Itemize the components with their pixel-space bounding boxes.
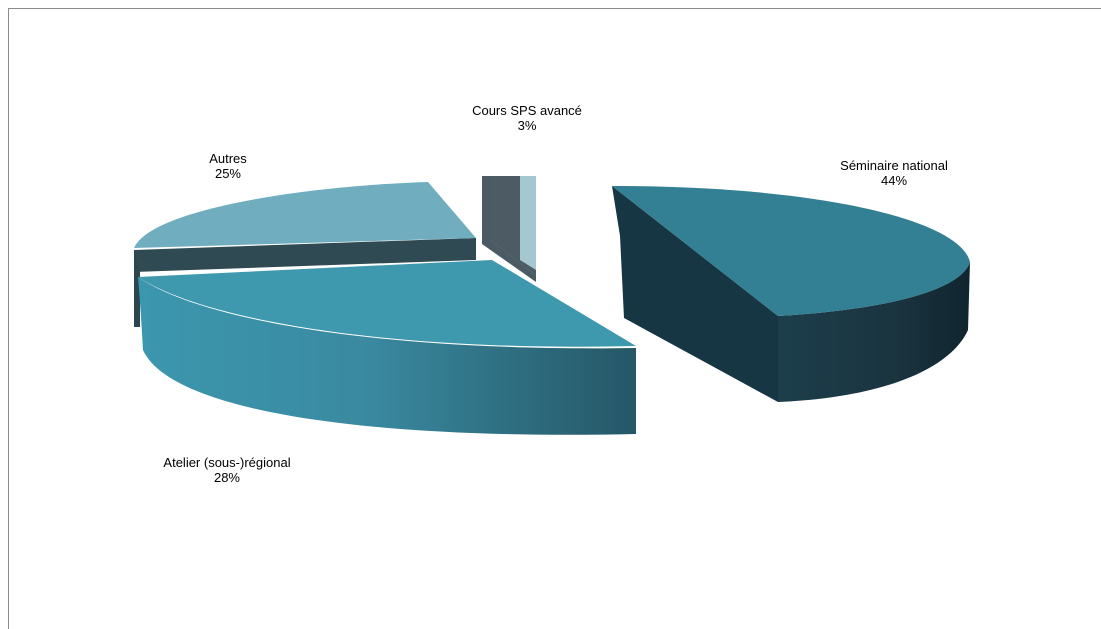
label-seminaire: Séminaire national 44% <box>840 158 948 188</box>
label-seminaire-percent: 44% <box>880 173 908 188</box>
label-atelier-name: Atelier (sous-)régional <box>163 455 291 470</box>
chart-border <box>8 8 1101 629</box>
slice-seminaire[interactable] <box>612 186 970 316</box>
label-autres-name: Autres <box>209 151 247 166</box>
label-cours-sps: Cours SPS avancé 3% <box>472 103 582 133</box>
slice-cours-sps[interactable] <box>482 176 536 282</box>
label-autres-percent: 25% <box>214 166 242 181</box>
slice-autres-sides <box>134 238 476 327</box>
label-cours-sps-percent: 3% <box>517 118 537 133</box>
slice-autres[interactable] <box>134 182 476 248</box>
label-atelier: Atelier (sous-)régional 28% <box>163 455 290 485</box>
label-cours-sps-name: Cours SPS avancé <box>472 103 582 118</box>
label-seminaire-name: Séminaire national <box>840 158 948 173</box>
slice-seminaire-inner-side <box>612 186 778 402</box>
slice-atelier-side <box>138 277 636 435</box>
slice-seminaire-side <box>778 262 970 402</box>
label-atelier-percent: 28% <box>213 470 241 485</box>
slice-atelier[interactable] <box>138 260 636 347</box>
label-autres: Autres 25% <box>209 151 247 181</box>
